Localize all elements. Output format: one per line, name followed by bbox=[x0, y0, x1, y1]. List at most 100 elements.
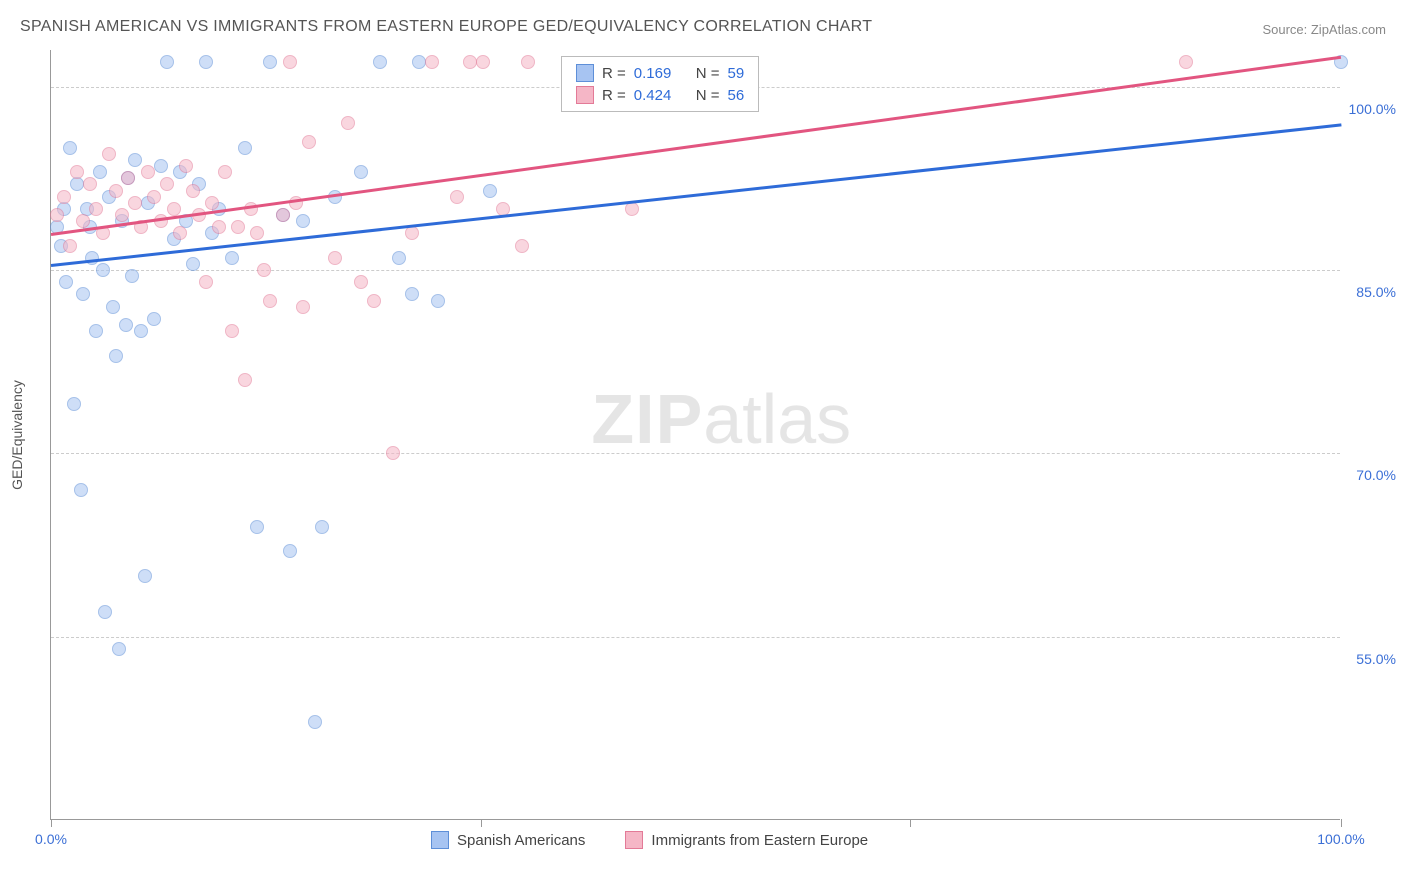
y-tick-label: 70.0% bbox=[1356, 467, 1396, 483]
data-point bbox=[199, 55, 213, 69]
correlation-legend: R =0.169N =59R =0.424N =56 bbox=[561, 56, 759, 112]
data-point bbox=[212, 220, 226, 234]
chart-title: SPANISH AMERICAN VS IMMIGRANTS FROM EAST… bbox=[20, 18, 872, 36]
data-point bbox=[250, 520, 264, 534]
data-point bbox=[93, 165, 107, 179]
x-tick-label: 0.0% bbox=[35, 831, 67, 847]
data-point bbox=[328, 251, 342, 265]
data-point bbox=[263, 294, 277, 308]
data-point bbox=[250, 226, 264, 240]
data-point bbox=[308, 715, 322, 729]
data-point bbox=[296, 300, 310, 314]
x-tick-label: 100.0% bbox=[1317, 831, 1364, 847]
legend-n-label: N = bbox=[696, 65, 720, 82]
legend-swatch bbox=[625, 831, 643, 849]
data-point bbox=[85, 251, 99, 265]
data-point bbox=[199, 275, 213, 289]
data-point bbox=[463, 55, 477, 69]
data-point bbox=[125, 269, 139, 283]
data-point bbox=[128, 153, 142, 167]
data-point bbox=[115, 208, 129, 222]
data-point bbox=[257, 263, 271, 277]
data-point bbox=[70, 165, 84, 179]
data-point bbox=[112, 642, 126, 656]
data-point bbox=[238, 373, 252, 387]
y-tick-label: 55.0% bbox=[1356, 651, 1396, 667]
plot-area: ZIPatlas 55.0%70.0%85.0%100.0%0.0%100.0%… bbox=[50, 50, 1340, 820]
legend-label: Immigrants from Eastern Europe bbox=[651, 832, 868, 849]
data-point bbox=[67, 397, 81, 411]
x-tick bbox=[481, 819, 482, 827]
data-point bbox=[625, 202, 639, 216]
data-point bbox=[276, 208, 290, 222]
y-tick-label: 100.0% bbox=[1349, 101, 1396, 117]
data-point bbox=[74, 483, 88, 497]
data-point bbox=[225, 324, 239, 338]
data-point bbox=[76, 287, 90, 301]
data-point bbox=[431, 294, 445, 308]
data-point bbox=[302, 135, 316, 149]
data-point bbox=[138, 569, 152, 583]
data-point bbox=[425, 55, 439, 69]
data-point bbox=[102, 147, 116, 161]
y-axis-label: GED/Equivalency bbox=[9, 380, 25, 490]
data-point bbox=[63, 239, 77, 253]
legend-row: R = 0.169 N = 59 bbox=[576, 62, 744, 84]
data-point bbox=[405, 226, 419, 240]
data-point bbox=[283, 55, 297, 69]
data-point bbox=[405, 287, 419, 301]
legend-row: R =0.424N =56 bbox=[576, 84, 744, 106]
data-point bbox=[106, 300, 120, 314]
data-point bbox=[50, 208, 64, 222]
data-point bbox=[296, 214, 310, 228]
data-point bbox=[119, 318, 133, 332]
data-point bbox=[179, 159, 193, 173]
data-point bbox=[63, 141, 77, 155]
legend-n-value: 59 bbox=[728, 65, 745, 82]
x-tick bbox=[1341, 819, 1342, 827]
legend-item: Immigrants from Eastern Europe bbox=[625, 831, 868, 849]
data-point bbox=[386, 446, 400, 460]
data-point bbox=[89, 324, 103, 338]
data-point bbox=[147, 312, 161, 326]
data-point bbox=[98, 605, 112, 619]
data-point bbox=[134, 324, 148, 338]
data-point bbox=[167, 202, 181, 216]
legend-swatch bbox=[576, 86, 594, 104]
legend-r-value: 0.424 bbox=[634, 87, 688, 104]
legend-r-value: 0.169 bbox=[634, 65, 688, 82]
data-point bbox=[160, 177, 174, 191]
data-point bbox=[89, 202, 103, 216]
data-point bbox=[315, 520, 329, 534]
data-point bbox=[450, 190, 464, 204]
legend-r-label: R = bbox=[602, 87, 626, 104]
data-point bbox=[354, 165, 368, 179]
data-point bbox=[128, 196, 142, 210]
data-point bbox=[367, 294, 381, 308]
y-tick-label: 85.0% bbox=[1356, 284, 1396, 300]
data-point bbox=[341, 116, 355, 130]
data-point bbox=[160, 55, 174, 69]
legend-swatch bbox=[431, 831, 449, 849]
data-point bbox=[515, 239, 529, 253]
source-label: Source: ZipAtlas.com bbox=[1262, 22, 1386, 37]
data-point bbox=[76, 214, 90, 228]
data-point bbox=[283, 544, 297, 558]
legend-r-label: R = bbox=[602, 65, 626, 82]
watermark: ZIPatlas bbox=[591, 379, 851, 459]
legend-label: Spanish Americans bbox=[457, 832, 585, 849]
data-point bbox=[476, 55, 490, 69]
data-point bbox=[392, 251, 406, 265]
data-point bbox=[205, 196, 219, 210]
data-point bbox=[483, 184, 497, 198]
data-point bbox=[109, 349, 123, 363]
x-tick bbox=[51, 819, 52, 827]
data-point bbox=[121, 171, 135, 185]
legend-n-label: N = bbox=[696, 87, 720, 104]
data-point bbox=[218, 165, 232, 179]
data-point bbox=[83, 177, 97, 191]
legend-swatch bbox=[576, 64, 594, 82]
data-point bbox=[96, 263, 110, 277]
series-legend: Spanish Americans Immigrants from Eastern… bbox=[431, 831, 868, 849]
data-point bbox=[147, 190, 161, 204]
